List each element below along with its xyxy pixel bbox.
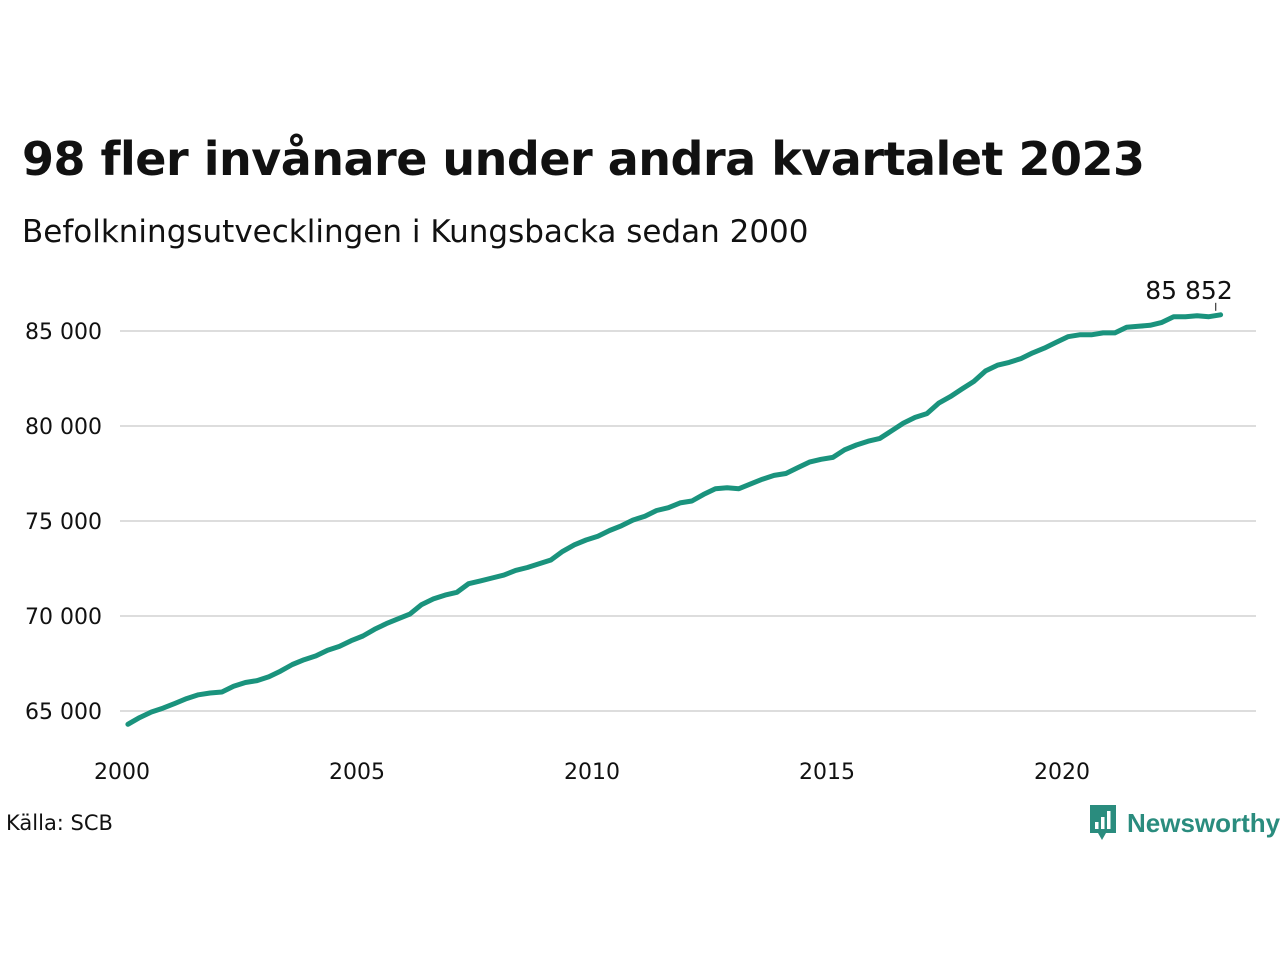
chart-title: 98 fler invånare under andra kvartalet 2… [22, 132, 1145, 186]
x-tick-label: 2005 [329, 760, 385, 785]
y-tick-label: 70 000 [25, 605, 102, 630]
brand-name: Newsworthy [1127, 807, 1280, 838]
x-tick-label: 2010 [564, 760, 620, 785]
last-value-label: 85 852 [1145, 276, 1232, 305]
y-tick-label: 85 000 [25, 320, 102, 345]
y-tick-label: 80 000 [25, 415, 102, 440]
chart-subtitle: Befolkningsutvecklingen i Kungsbacka sed… [22, 214, 809, 250]
x-tick-label: 2020 [1034, 760, 1090, 785]
source-note: Källa: SCB [6, 811, 113, 835]
x-tick-label: 2000 [94, 760, 150, 785]
brand-logo: Newsworthy [1088, 803, 1280, 843]
x-tick-label: 2015 [799, 760, 855, 785]
newsworthy-logo-icon [1090, 805, 1116, 840]
y-tick-label: 75 000 [25, 510, 102, 535]
y-tick-label: 65 000 [25, 700, 102, 725]
series-line [125, 312, 1224, 727]
